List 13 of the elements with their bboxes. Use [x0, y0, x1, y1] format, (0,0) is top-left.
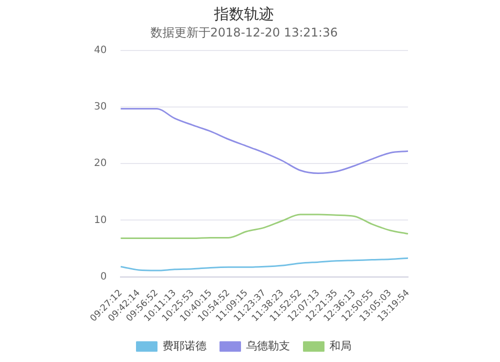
line-series	[120, 214, 409, 240]
chart-title: 指数轨迹	[213, 4, 274, 23]
chart-subtitle: 数据更新于2018-12-20 13:21:36	[150, 25, 338, 40]
legend-label: 和局	[329, 339, 352, 352]
legend-label: 乌德勒支	[246, 339, 290, 352]
legend-label: 费耶诺德	[162, 339, 206, 352]
y-tick-label: 0	[100, 271, 107, 282]
y-tick-label: 10	[94, 214, 107, 226]
y-tick-label: 40	[94, 44, 107, 56]
line-series	[120, 108, 409, 174]
y-tick-label: 20	[94, 158, 107, 170]
line-series	[120, 257, 409, 272]
y-tick-label: 30	[94, 102, 107, 113]
